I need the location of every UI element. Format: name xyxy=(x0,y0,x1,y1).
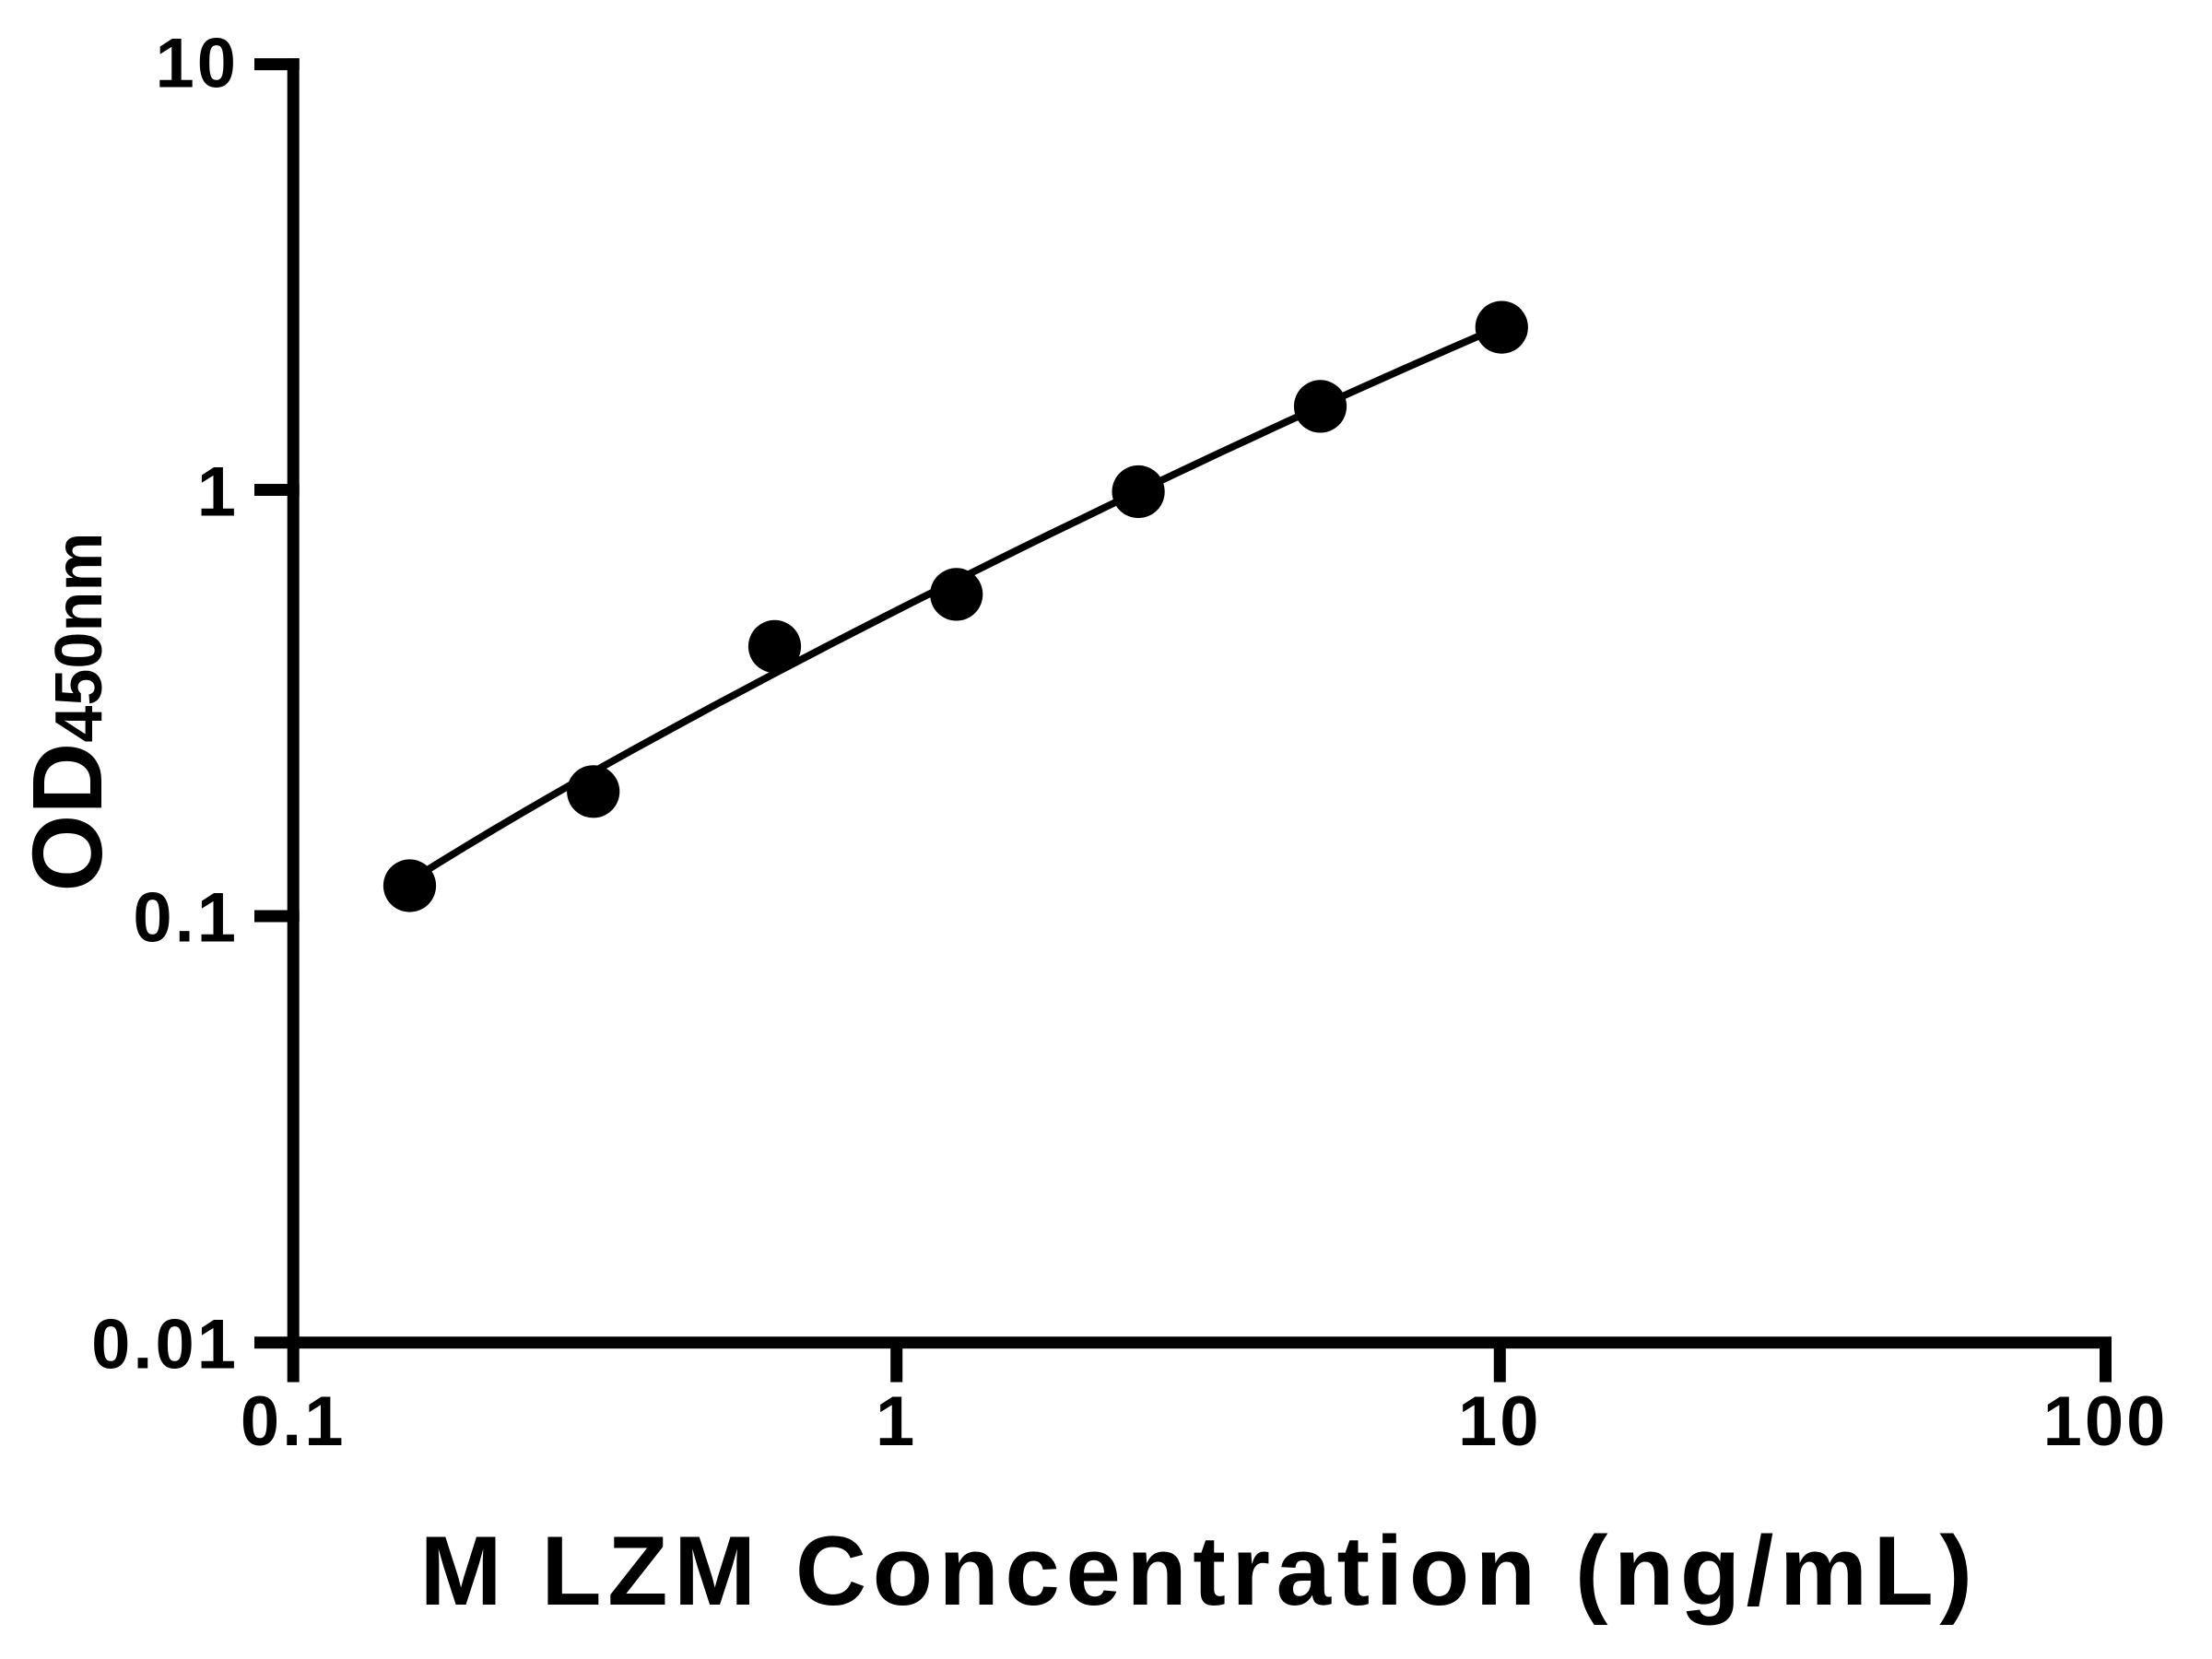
svg-text:0.1: 0.1 xyxy=(133,879,239,958)
svg-text:10: 10 xyxy=(155,25,239,103)
svg-text:0.1: 0.1 xyxy=(241,1382,347,1461)
svg-text:1: 1 xyxy=(197,453,239,532)
svg-text:OD450nm: OD450nm xyxy=(11,533,123,892)
svg-text:1: 1 xyxy=(876,1382,917,1461)
svg-text:0.01: 0.01 xyxy=(91,1305,239,1383)
svg-text:10: 10 xyxy=(1458,1382,1542,1461)
svg-text:100: 100 xyxy=(2043,1382,2169,1461)
svg-text:M LZM Concentration (ng/mL): M LZM Concentration (ng/mL) xyxy=(419,1515,1978,1626)
